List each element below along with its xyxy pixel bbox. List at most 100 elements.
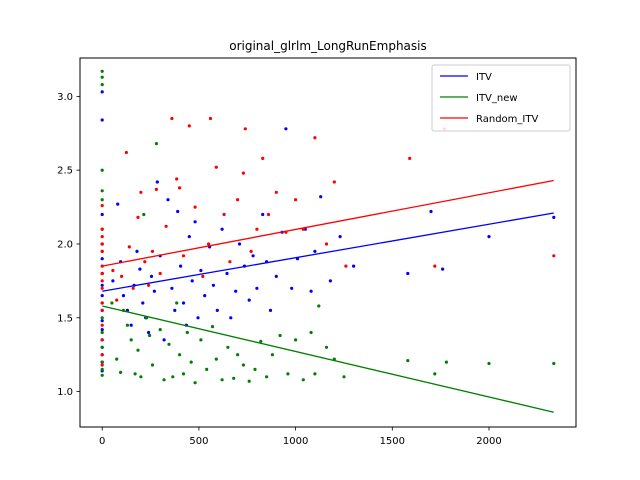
point-Random_ITV-31 — [178, 186, 182, 190]
point-ITV-28 — [149, 274, 154, 278]
point-ITV-76 — [487, 235, 491, 239]
point-ITV-33 — [166, 198, 170, 202]
point-ITV_new-14 — [100, 367, 104, 371]
point-ITV_new-15 — [100, 373, 104, 377]
point-ITV-67 — [309, 289, 313, 293]
y-axis: 1.0 1.5 2.0 2.5 3.0 — [57, 92, 80, 398]
point-ITV_new-22 — [133, 372, 137, 376]
point-Random_ITV-34 — [193, 205, 197, 209]
point-ITV_new-50 — [253, 367, 257, 371]
point-Random_ITV-24 — [147, 283, 151, 287]
point-ITV_new-56 — [294, 338, 298, 342]
point-ITV_new-42 — [210, 325, 215, 329]
point-ITV-77 — [552, 215, 556, 219]
y-tick-label-0: 1.0 — [57, 387, 73, 398]
point-Random_ITV-57 — [433, 264, 437, 268]
point-Random_ITV-30 — [175, 177, 179, 181]
point-ITV_new-68 — [552, 361, 556, 366]
point-ITV-44 — [199, 268, 203, 273]
point-Random_ITV-19 — [127, 245, 131, 249]
point-ITV_new-23 — [136, 348, 140, 352]
legend-label-ITV: ITV — [476, 72, 492, 83]
point-Random_ITV-45 — [255, 227, 259, 231]
point-ITV-43 — [196, 316, 200, 320]
point-ITV-9 — [100, 319, 104, 323]
point-Random_ITV-42 — [241, 171, 245, 175]
x-tick-label-2: 1000 — [283, 436, 308, 447]
point-ITV_new-52 — [265, 375, 269, 379]
trend-line-Random_ITV — [102, 179, 554, 267]
point-ITV-71 — [338, 235, 342, 239]
point-Random_ITV-13 — [100, 353, 104, 357]
point-ITV_new-16 — [110, 301, 114, 305]
point-ITV_new-1 — [100, 75, 104, 79]
series-Random_ITV — [100, 116, 556, 367]
point-ITV_new-39 — [193, 381, 197, 385]
point-Random_ITV-6 — [100, 271, 104, 276]
point-Random_ITV-1 — [100, 227, 104, 231]
point-Random_ITV-33 — [187, 124, 191, 128]
point-ITV-29 — [152, 289, 156, 293]
point-Random_ITV-0 — [100, 204, 104, 208]
point-ITV_new-18 — [119, 370, 123, 374]
x-axis: 0 500 1000 1500 2000 — [99, 427, 502, 447]
point-ITV_new-13 — [100, 360, 104, 364]
point-ITV_new-51 — [259, 339, 263, 343]
point-ITV_new-11 — [100, 330, 104, 335]
point-Random_ITV-43 — [243, 127, 247, 131]
point-ITV-4 — [100, 257, 104, 261]
point-ITV-49 — [220, 227, 224, 231]
point-ITV-60 — [268, 308, 273, 312]
point-Random_ITV-7 — [100, 279, 104, 283]
point-ITV-37 — [179, 264, 183, 268]
x-tick-label-3: 1500 — [380, 436, 405, 447]
point-ITV_new-41 — [205, 367, 209, 371]
point-Random_ITV-8 — [100, 286, 104, 290]
point-ITV_new-28 — [150, 363, 155, 367]
point-ITV_new-10 — [100, 316, 104, 320]
point-ITV_new-58 — [309, 330, 313, 335]
point-ITV-69 — [319, 195, 323, 199]
point-ITV-2 — [100, 212, 104, 217]
point-ITV-21 — [129, 323, 133, 327]
point-ITV-25 — [141, 301, 145, 305]
point-ITV_new-33 — [171, 375, 175, 379]
point-ITV-34 — [170, 286, 174, 290]
point-Random_ITV-40 — [228, 260, 232, 264]
point-Random_ITV-52 — [313, 136, 317, 140]
point-Random_ITV-12 — [100, 338, 104, 342]
point-Random_ITV-22 — [139, 190, 143, 194]
point-Random_ITV-15 — [111, 268, 115, 273]
point-ITV-73 — [406, 271, 410, 276]
point-Random_ITV-4 — [100, 249, 104, 253]
point-ITV-10 — [100, 328, 104, 332]
point-ITV-6 — [100, 283, 104, 287]
point-ITV-63 — [284, 127, 288, 131]
point-ITV_new-40 — [199, 338, 203, 342]
point-ITV_new-64 — [406, 359, 410, 363]
point-ITV_new-29 — [154, 142, 158, 146]
point-ITV_new-45 — [226, 345, 230, 349]
point-ITV_new-53 — [270, 353, 274, 357]
point-ITV_new-60 — [317, 304, 321, 308]
point-ITV_new-25 — [142, 212, 146, 217]
point-ITV_new-57 — [301, 378, 305, 382]
point-ITV-68 — [313, 249, 317, 253]
point-ITV_new-36 — [181, 372, 186, 376]
point-ITV-38 — [181, 301, 186, 305]
point-Random_ITV-11 — [100, 323, 104, 327]
point-Random_ITV-2 — [100, 235, 104, 239]
y-tick-label-4: 3.0 — [57, 92, 73, 103]
legend-frame — [431, 64, 571, 132]
point-ITV_new-49 — [247, 379, 251, 383]
point-ITV-48 — [215, 308, 219, 312]
point-ITV_new-59 — [313, 372, 317, 376]
point-Random_ITV-28 — [164, 224, 168, 228]
point-Random_ITV-17 — [120, 274, 124, 278]
legend-label-ITV_new: ITV_new — [476, 93, 518, 104]
point-Random_ITV-39 — [222, 212, 226, 217]
point-Random_ITV-14 — [100, 363, 104, 367]
point-ITV-41 — [190, 279, 194, 283]
trend-line-ITV — [102, 212, 554, 292]
point-Random_ITV-10 — [100, 308, 104, 312]
